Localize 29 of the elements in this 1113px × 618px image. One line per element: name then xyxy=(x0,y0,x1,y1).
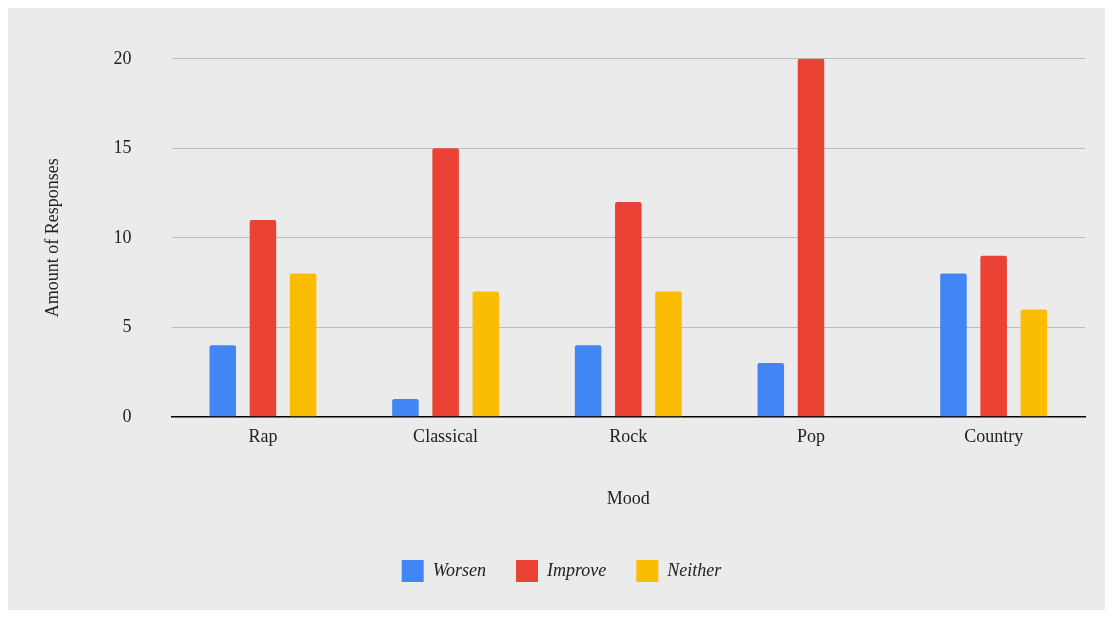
y-axis-title: Amount of Responses xyxy=(41,158,62,318)
x-tick-label: Rock xyxy=(609,426,648,447)
x-tick-label: Pop xyxy=(796,426,825,447)
bar xyxy=(980,255,1007,417)
bar xyxy=(249,219,277,417)
y-tick-label: 15 xyxy=(113,137,132,158)
bar xyxy=(574,345,602,417)
x-tick-label: Classical xyxy=(413,426,479,447)
bar xyxy=(655,291,682,417)
y-tick-label: 5 xyxy=(122,316,132,337)
bar xyxy=(209,345,237,417)
legend-label: Neither xyxy=(666,559,723,580)
y-tick-label: 20 xyxy=(113,47,132,68)
legend-label: Improve xyxy=(546,559,607,580)
bar xyxy=(289,273,317,417)
bar xyxy=(392,398,419,417)
y-tick-label: 0 xyxy=(122,405,132,426)
x-tick-label: Rap xyxy=(248,426,278,447)
bar xyxy=(940,273,967,417)
y-tick-label: 10 xyxy=(113,226,132,247)
bar xyxy=(757,363,785,417)
x-tick-label: Country xyxy=(964,426,1024,447)
bar xyxy=(432,148,459,417)
bar xyxy=(615,202,642,417)
bar xyxy=(797,58,825,417)
x-axis-title: Mood xyxy=(606,487,650,508)
legend-label: Worsen xyxy=(432,559,487,580)
bar xyxy=(472,291,500,417)
bar xyxy=(1020,309,1048,417)
